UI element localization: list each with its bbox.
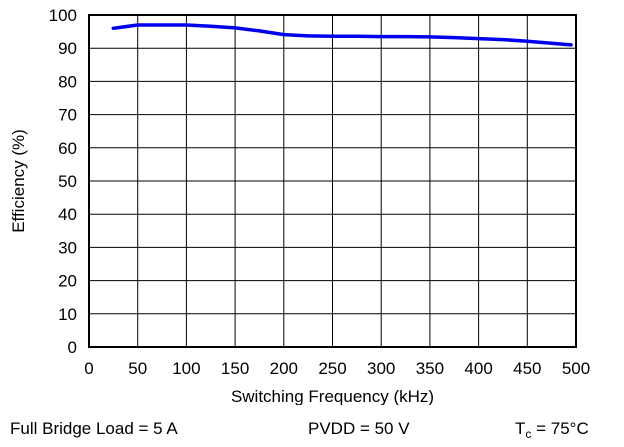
x-tick-label-0: 0 [84, 359, 93, 378]
x-axis-label: Switching Frequency (kHz) [231, 387, 434, 405]
x-tick-label-5: 250 [318, 359, 346, 378]
y-tick-label-3: 30 [58, 238, 77, 257]
x-tick-labels: 0 50 100 150 200 250 300 350 400 450 500 [84, 359, 590, 378]
tc-value: = 75°C [531, 419, 589, 438]
tc-subscript: c [525, 427, 532, 441]
y-tick-label-2: 20 [58, 272, 77, 291]
x-tick-label-6: 300 [367, 359, 395, 378]
y-tick-labels: 0 10 20 30 40 50 60 70 80 90 100 [49, 6, 77, 357]
y-tick-label-10: 100 [49, 6, 77, 25]
plot-frame [88, 14, 577, 348]
y-tick-label-4: 40 [58, 205, 77, 224]
load-condition: Full Bridge Load = 5 A [10, 419, 178, 438]
y-tick-label-7: 70 [58, 106, 77, 125]
y-tick-label-8: 80 [58, 72, 77, 91]
x-tick-label-10: 500 [562, 359, 590, 378]
tc-symbol: T [515, 419, 526, 438]
pvdd-condition: PVDD = 50 V [308, 419, 410, 438]
case-temperature-condition: Tc = 75°C [515, 419, 589, 441]
x-tick-label-8: 400 [464, 359, 492, 378]
y-tick-label-5: 50 [58, 172, 77, 191]
x-tick-label-1: 50 [128, 359, 147, 378]
x-tick-label-9: 450 [513, 359, 541, 378]
y-axis-label: Efficiency (%) [9, 129, 28, 233]
x-tick-label-7: 350 [416, 359, 444, 378]
x-tick-label-4: 200 [270, 359, 298, 378]
y-tick-label-9: 90 [58, 39, 77, 58]
x-tick-label-3: 150 [221, 359, 249, 378]
y-tick-label-1: 10 [58, 305, 77, 324]
grid-lines [88, 14, 577, 348]
y-tick-label-6: 60 [58, 139, 77, 158]
y-tick-label-0: 0 [68, 338, 77, 357]
efficiency-chart: 0 50 100 150 200 250 300 350 400 450 500 0 10 20 30 40… [9, 6, 590, 405]
series-line-0 [111, 23, 573, 47]
x-tick-label-2: 100 [172, 359, 200, 378]
series-layer [111, 23, 573, 47]
